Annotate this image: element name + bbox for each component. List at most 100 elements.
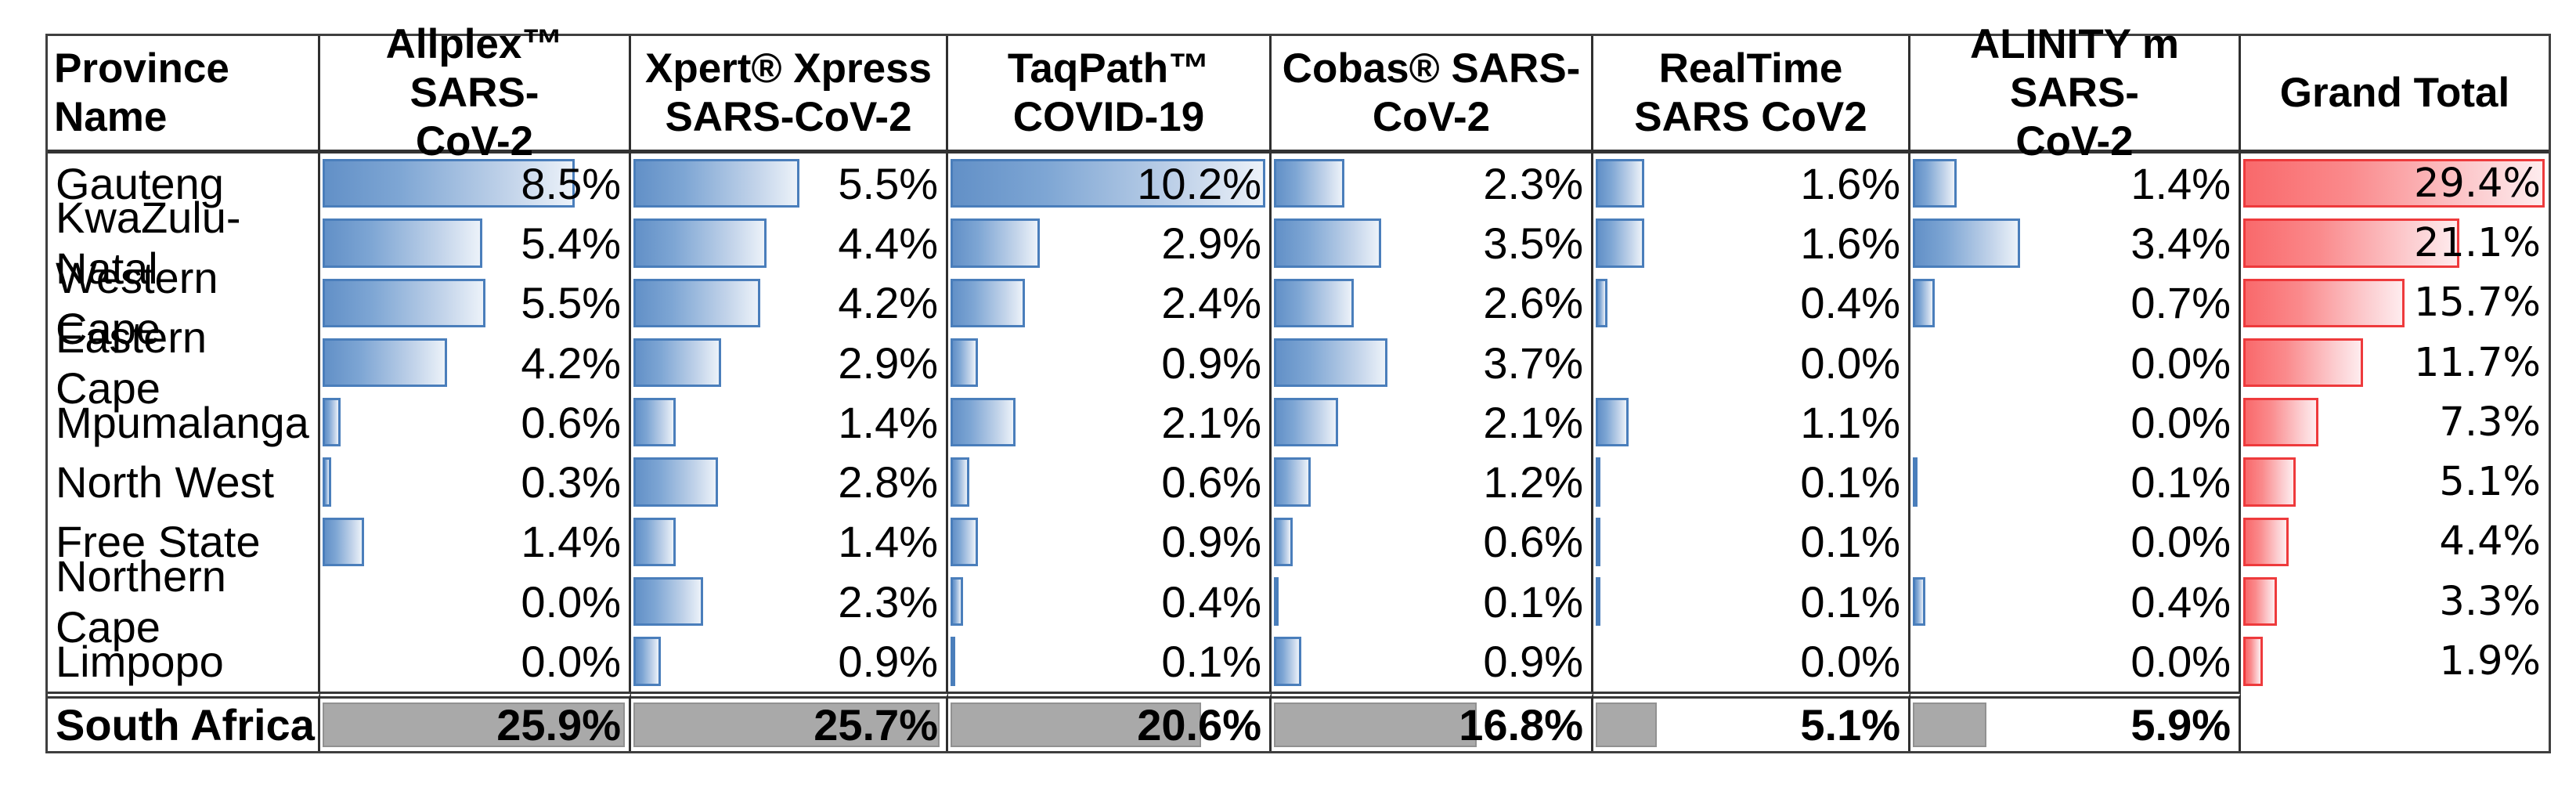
value-label: 0.9% xyxy=(1161,517,1261,567)
value-cell: 8.5% xyxy=(320,154,631,214)
province-name: Northern Cape xyxy=(48,551,320,652)
red-data-bar xyxy=(2243,457,2296,507)
blue-data-bar xyxy=(1274,398,1339,447)
value-cell: 0.0% xyxy=(320,572,631,632)
blue-data-bar xyxy=(1274,159,1345,208)
column-header-test-3: TaqPath™ COVID-19 xyxy=(948,36,1272,154)
value-label: 0.4% xyxy=(1161,576,1261,627)
blue-data-bar xyxy=(1596,517,1600,567)
value-cell: 2.9% xyxy=(948,213,1272,273)
value-cell: 0.1% xyxy=(1593,452,1910,512)
value-cell: 2.8% xyxy=(631,452,948,512)
grand-total-cell: 29.4% xyxy=(2241,154,2549,213)
value-label: 11.7% xyxy=(2413,339,2541,386)
value-label: 1.6% xyxy=(1800,218,1900,268)
grand-total-cell: 11.7% xyxy=(2241,333,2549,392)
value-cell: 0.1% xyxy=(1910,452,2241,512)
blue-data-bar xyxy=(1596,577,1600,627)
value-cell: 5.5% xyxy=(320,273,631,333)
value-label: 0.1% xyxy=(1800,576,1900,627)
value-label: 25.7% xyxy=(814,699,938,749)
value-cell: 2.6% xyxy=(1272,273,1593,333)
value-label: 2.3% xyxy=(838,576,938,627)
column-header-test-2: Xpert® Xpress SARS-CoV-2 xyxy=(631,36,948,154)
column-header-test-5: RealTime SARS CoV2 xyxy=(1593,36,1910,154)
value-cell: 1.4% xyxy=(1910,154,2241,214)
grand-total-cell: 21.1% xyxy=(2241,213,2549,273)
value-label: 25.9% xyxy=(496,699,621,749)
value-cell: 0.0% xyxy=(1593,332,1910,393)
value-cell: 3.4% xyxy=(1910,213,2241,273)
total-value-cell: 25.7% xyxy=(631,691,948,751)
blue-data-bar xyxy=(323,338,447,388)
red-data-bar xyxy=(2243,517,2289,567)
blue-data-bar xyxy=(951,338,979,388)
value-cell: 0.1% xyxy=(1593,572,1910,632)
grand-total-cell: 5.1% xyxy=(2241,452,2549,511)
blue-data-bar xyxy=(1274,338,1388,388)
grand-total-cell: 1.9% xyxy=(2241,631,2549,691)
blue-data-bar xyxy=(323,159,575,208)
value-cell: 1.4% xyxy=(320,511,631,572)
value-label: 3.5% xyxy=(1483,218,1583,268)
value-label: 0.0% xyxy=(1800,637,1900,687)
value-cell: 0.0% xyxy=(1910,511,2241,572)
province-name: Free State xyxy=(48,511,320,572)
value-label: 15.7% xyxy=(2413,280,2541,327)
value-label: 4.4% xyxy=(2439,518,2541,565)
value-label: 1.2% xyxy=(1483,457,1583,507)
blue-data-bar xyxy=(1596,219,1644,268)
value-cell: 0.9% xyxy=(948,511,1272,572)
red-data-bar xyxy=(2243,219,2460,268)
value-cell: 0.4% xyxy=(1593,273,1910,333)
value-label: 16.8% xyxy=(1459,699,1583,749)
blue-data-bar xyxy=(1274,517,1293,567)
value-label: 5.5% xyxy=(838,158,938,208)
value-cell: 1.6% xyxy=(1593,154,1910,214)
total-row-label: South Africa xyxy=(48,691,320,751)
value-cell: 0.1% xyxy=(948,631,1272,692)
value-cell: 5.4% xyxy=(320,213,631,273)
value-cell: 0.0% xyxy=(320,631,631,692)
blue-data-bar xyxy=(951,517,979,567)
value-label: 29.4% xyxy=(2413,160,2541,207)
blue-data-bar xyxy=(633,577,703,627)
blue-data-bar xyxy=(1274,219,1382,268)
value-cell: 0.6% xyxy=(1272,511,1593,572)
value-cell: 2.1% xyxy=(948,392,1272,453)
province-test-pivot-table: Province Name Allplex™ SARS- CoV-2 Xpert® … xyxy=(45,21,2551,753)
value-cell: 4.2% xyxy=(320,332,631,393)
value-label: 2.1% xyxy=(1483,397,1583,447)
value-label: 5.1% xyxy=(1800,699,1900,749)
red-data-bar xyxy=(2243,338,2364,388)
blue-data-bar xyxy=(1596,398,1629,447)
blue-data-bar xyxy=(951,577,963,627)
value-label: 0.1% xyxy=(1161,637,1261,687)
blue-data-bar xyxy=(633,338,722,388)
total-value-cell: 5.9% xyxy=(1910,691,2241,751)
value-label: 8.5% xyxy=(521,158,621,208)
blue-data-bar xyxy=(951,398,1016,447)
value-label: 2.9% xyxy=(1161,218,1261,268)
value-label: 0.6% xyxy=(1483,517,1583,567)
value-cell: 2.4% xyxy=(948,273,1272,333)
value-label: 0.1% xyxy=(1483,576,1583,627)
value-label: 10.2% xyxy=(1137,158,1261,208)
blue-data-bar xyxy=(951,637,955,686)
value-cell: 1.6% xyxy=(1593,213,1910,273)
blue-data-bar xyxy=(1274,577,1279,627)
value-label: 2.4% xyxy=(1161,278,1261,328)
grand-total-cell: 3.3% xyxy=(2241,572,2549,631)
blue-data-bar xyxy=(1274,637,1302,686)
value-label: 4.4% xyxy=(838,218,938,268)
value-label: 2.6% xyxy=(1483,278,1583,328)
red-data-bar xyxy=(2243,577,2278,627)
blue-data-bar xyxy=(1596,159,1644,208)
value-label: 1.9% xyxy=(2439,638,2541,685)
value-label: 1.4% xyxy=(838,517,938,567)
red-data-bar xyxy=(2243,159,2545,208)
value-label: 0.7% xyxy=(2130,278,2231,328)
blue-data-bar xyxy=(1913,219,2020,268)
blue-data-bar xyxy=(633,219,767,268)
blue-data-bar xyxy=(323,457,332,507)
